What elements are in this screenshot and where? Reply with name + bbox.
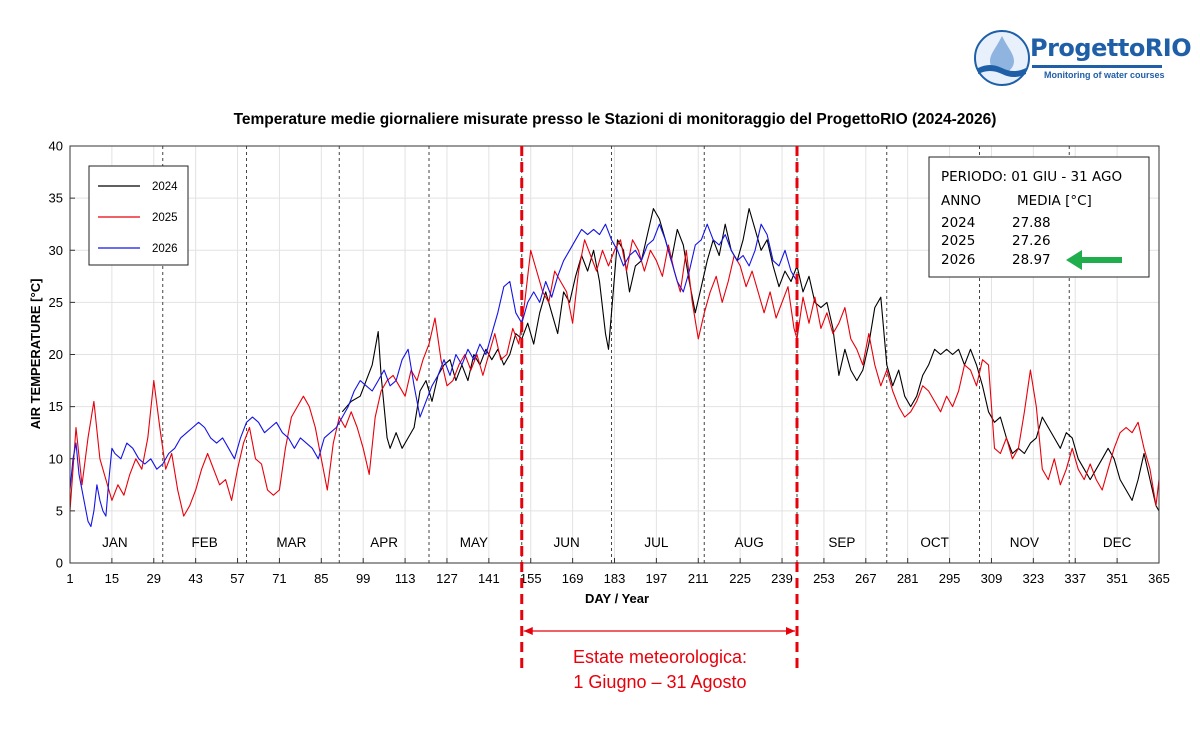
x-tick-label: 323 <box>1022 571 1044 586</box>
x-tick-label: 155 <box>520 571 542 586</box>
x-tick-label: 253 <box>813 571 835 586</box>
x-tick-label: 127 <box>436 571 458 586</box>
month-label: AUG <box>734 535 763 550</box>
y-tick-label: 0 <box>56 556 63 571</box>
x-tick-label: 197 <box>646 571 668 586</box>
chart-title: Temperature medie giornaliere misurate p… <box>234 111 997 128</box>
x-tick-label: 1 <box>66 571 73 586</box>
x-tick-label: 365 <box>1148 571 1170 586</box>
x-tick-label: 225 <box>729 571 751 586</box>
y-tick-label: 25 <box>49 295 63 310</box>
series-line-2025 <box>69 239 1160 517</box>
month-label: OCT <box>920 535 949 550</box>
grid <box>69 145 1160 564</box>
summer-caption-line1: Estate meteorologica: <box>573 647 747 667</box>
x-tick-label: 169 <box>562 571 584 586</box>
legend: 2024 2025 2026 <box>88 165 189 266</box>
summer-markers <box>520 146 799 668</box>
annotation-mean-2025: 27.26 <box>1012 233 1051 249</box>
arrow-right-icon <box>785 627 795 635</box>
month-label: JAN <box>102 535 128 550</box>
y-tick-label: 20 <box>49 347 63 362</box>
x-tick-label: 15 <box>105 571 119 586</box>
x-axis-label: DAY / Year <box>585 591 649 606</box>
month-label: MAR <box>276 535 306 550</box>
month-labels: JAN FEB MAR APR MAY JUN JUL AUG SEP OCT NOV DEC <box>102 535 1131 550</box>
x-tick-label: 351 <box>1106 571 1128 586</box>
x-tick-label: 239 <box>771 571 793 586</box>
y-tick-label: 5 <box>56 503 63 518</box>
annotation-year-2025: 2025 <box>941 233 975 249</box>
highlight-arrow-icon <box>1066 250 1122 270</box>
y-axis-label: AIR TEMPERATURE [°C] <box>28 279 43 430</box>
logo: ProgettoRIO Monitoring of water courses <box>972 28 1192 88</box>
month-label: NOV <box>1010 535 1039 550</box>
x-tick-label: 337 <box>1064 571 1086 586</box>
month-label: SEP <box>828 535 855 550</box>
month-label: DEC <box>1103 535 1132 550</box>
y-tick-labels: 0 5 10 15 20 25 30 35 40 <box>49 139 75 571</box>
logo-tagline: Monitoring of water courses <box>1044 70 1165 80</box>
x-tick-label: 183 <box>604 571 626 586</box>
annotation-header-mean: MEDIA [°C] <box>1017 193 1092 209</box>
month-label: MAY <box>460 535 488 550</box>
annotation-box: PERIODO: 01 GIU - 31 AGO ANNO MEDIA [°C]… <box>928 156 1150 278</box>
legend-label: 2024 <box>152 181 178 193</box>
x-tick-labels: 1 15 29 43 57 71 85 99 113 127 141 155 169 183 197 211 2… <box>66 558 1170 586</box>
x-tick-label: 211 <box>688 571 709 586</box>
month-label: JUN <box>554 535 580 550</box>
annotation-year-2024: 2024 <box>941 215 975 231</box>
x-tick-label: 309 <box>981 571 1003 586</box>
x-tick-label: 99 <box>356 571 370 586</box>
water-drop-logo-icon <box>974 30 1030 86</box>
legend-label: 2025 <box>152 212 178 224</box>
x-tick-label: 295 <box>939 571 961 586</box>
annotation-header-year: ANNO <box>941 193 981 209</box>
x-tick-label: 57 <box>230 571 244 586</box>
x-tick-label: 43 <box>188 571 202 586</box>
annotation-mean-2026: 28.97 <box>1012 252 1051 268</box>
month-label: JUL <box>644 535 668 550</box>
summer-caption-line2: 1 Giugno – 31 Agosto <box>573 672 746 692</box>
x-tick-label: 85 <box>314 571 328 586</box>
x-tick-label: 141 <box>478 571 500 586</box>
x-tick-label: 281 <box>897 571 919 586</box>
x-tick-label: 267 <box>855 571 877 586</box>
y-tick-label: 10 <box>49 451 63 466</box>
series-line-2026 <box>69 223 798 528</box>
month-label: APR <box>370 535 398 550</box>
logo-underline <box>1032 65 1162 68</box>
annotation-year-2026: 2026 <box>941 252 975 268</box>
x-tick-label: 71 <box>272 571 286 586</box>
arrow-left-icon <box>523 627 533 635</box>
x-tick-label: 113 <box>395 571 416 586</box>
series-lines <box>69 208 1160 528</box>
y-tick-label: 30 <box>49 243 63 258</box>
annotation-mean-2024: 27.88 <box>1012 215 1051 231</box>
x-tick-label: 29 <box>147 571 161 586</box>
month-label: FEB <box>191 535 217 550</box>
y-tick-label: 40 <box>49 139 63 154</box>
annotation-title: PERIODO: 01 GIU - 31 AGO <box>941 169 1122 185</box>
y-tick-label: 35 <box>49 191 63 206</box>
logo-name: ProgettoRIO <box>1030 34 1192 62</box>
legend-label: 2026 <box>152 243 178 255</box>
y-tick-label: 15 <box>49 399 63 414</box>
